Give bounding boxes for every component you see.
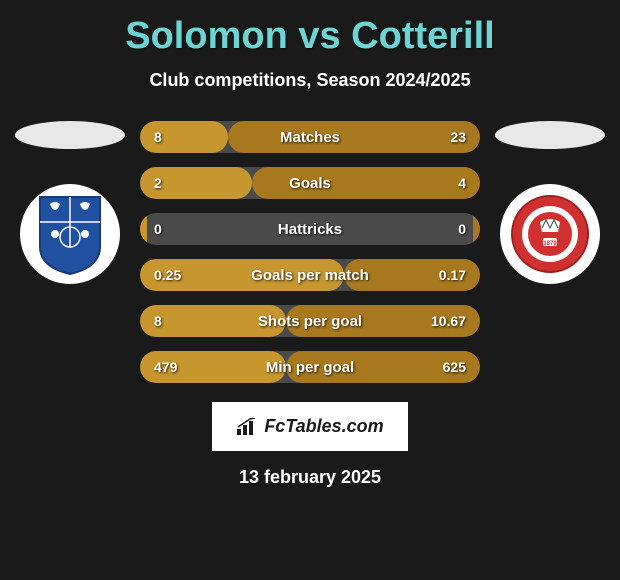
chart-icon xyxy=(236,418,258,436)
infographic-container: Solomon vs Cotterill Club competitions, … xyxy=(0,0,620,580)
stat-label: Shots per goal xyxy=(258,313,362,330)
stat-value-left: 8 xyxy=(154,313,162,329)
stat-value-right: 0 xyxy=(458,221,466,237)
stat-row: 0 0 Hattricks xyxy=(140,213,480,245)
left-column xyxy=(10,121,130,284)
stat-label: Goals xyxy=(289,175,331,192)
stat-fill-left xyxy=(140,213,147,245)
subtitle: Club competitions, Season 2024/2025 xyxy=(0,70,620,91)
stat-value-left: 2 xyxy=(154,175,162,191)
stat-row: 2 4 Goals xyxy=(140,167,480,199)
stat-value-right: 10.67 xyxy=(431,313,466,329)
stat-row: 0.25 0.17 Goals per match xyxy=(140,259,480,291)
right-column: 1879 xyxy=(490,121,610,284)
stat-value-right: 625 xyxy=(443,359,466,375)
player-oval-left xyxy=(15,121,125,149)
stat-fill-right xyxy=(252,167,480,199)
page-title: Solomon vs Cotterill xyxy=(0,15,620,58)
stat-label: Matches xyxy=(280,129,340,146)
fctables-logo: FcTables.com xyxy=(212,402,407,451)
svg-text:1879: 1879 xyxy=(543,241,557,247)
stat-row: 479 625 Min per goal xyxy=(140,351,480,383)
stat-label: Hattricks xyxy=(278,221,342,238)
stat-row: 8 10.67 Shots per goal xyxy=(140,305,480,337)
stat-label: Min per goal xyxy=(266,359,354,376)
stat-value-left: 0.25 xyxy=(154,267,181,283)
stat-row: 8 23 Matches xyxy=(140,121,480,153)
team-badge-left xyxy=(20,184,120,284)
main-area: 8 23 Matches 2 4 Goals 0 0 Hattricks 0.25 0.17 Goal… xyxy=(0,121,620,397)
stat-label: Goals per match xyxy=(251,267,369,284)
tranmere-rovers-crest-icon xyxy=(35,192,105,277)
stat-value-right: 4 xyxy=(458,175,466,191)
stat-fill-right xyxy=(473,213,480,245)
swindon-town-crest-icon: 1879 xyxy=(510,194,590,274)
stat-value-right: 0.17 xyxy=(439,267,466,283)
team-badge-right: 1879 xyxy=(500,184,600,284)
stat-value-left: 8 xyxy=(154,129,162,145)
stat-value-left: 0 xyxy=(154,221,162,237)
player-oval-right xyxy=(495,121,605,149)
stat-value-left: 479 xyxy=(154,359,177,375)
stats-column: 8 23 Matches 2 4 Goals 0 0 Hattricks 0.25 0.17 Goal… xyxy=(140,121,480,397)
stat-fill-right xyxy=(228,121,480,153)
stat-value-right: 23 xyxy=(450,129,466,145)
logo-text: FcTables.com xyxy=(264,416,383,437)
footer-date: 13 february 2025 xyxy=(0,467,620,488)
footer-logo-area: FcTables.com xyxy=(0,402,620,451)
